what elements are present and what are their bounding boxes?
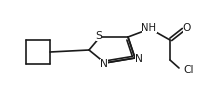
Text: N: N	[100, 59, 108, 69]
Text: N: N	[135, 54, 143, 64]
Text: O: O	[183, 23, 191, 33]
Text: NH: NH	[141, 23, 156, 33]
Text: Cl: Cl	[184, 65, 194, 75]
Text: S: S	[95, 31, 103, 41]
